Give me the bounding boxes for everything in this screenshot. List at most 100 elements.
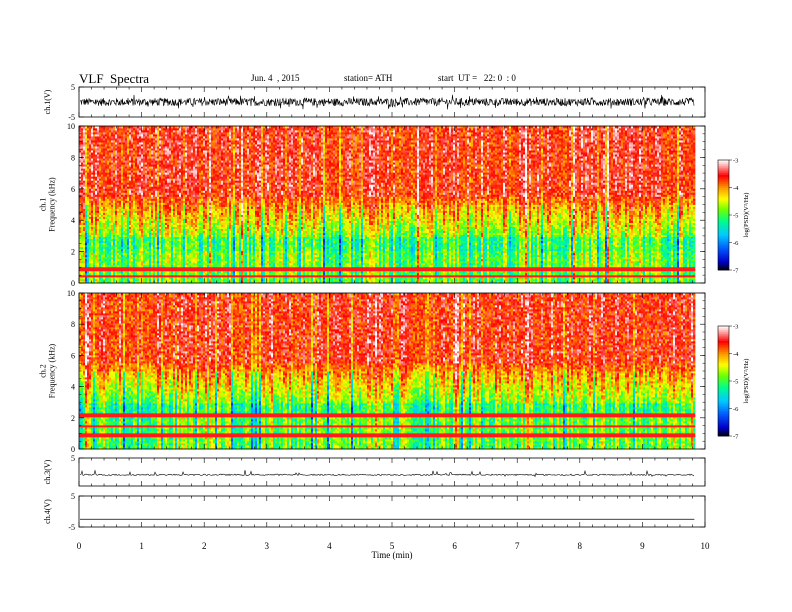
- spectrogram-cell: [115, 236, 118, 240]
- spectrogram-cell: [89, 216, 92, 219]
- spectrogram-cell: [109, 222, 112, 225]
- spectrogram-cell: [189, 262, 192, 266]
- spectrogram-cell: [145, 182, 148, 185]
- spectrogram-cell: [91, 152, 94, 155]
- spectrogram-cell: [101, 208, 104, 211]
- spectrogram-cell: [81, 152, 84, 155]
- spectrogram-cell: [109, 254, 112, 258]
- spectrogram-cell: [123, 204, 126, 207]
- spectrogram-cell: [185, 252, 188, 256]
- spectrogram-cell: [179, 278, 182, 282]
- spectrogram-cell: [129, 174, 132, 177]
- spectrogram-cell: [197, 126, 200, 129]
- spectrogram-cell: [185, 154, 188, 157]
- spectrogram-cell: [149, 128, 152, 131]
- spectrogram-cell: [147, 238, 150, 242]
- spectrogram-cell: [139, 202, 142, 205]
- spectrogram-cell: [137, 132, 140, 135]
- spectrogram-cell: [103, 182, 106, 185]
- spectrogram-cell: [135, 214, 138, 217]
- spectrogram-cell: [99, 214, 102, 217]
- spectrogram-cell: [161, 228, 164, 232]
- spectrogram-cell: [161, 128, 164, 131]
- spectrogram-cell: [101, 136, 104, 139]
- spectrogram-cell: [173, 126, 176, 129]
- spectrogram-cell: [123, 260, 126, 264]
- spectrogram-cell: [199, 258, 202, 262]
- spectrogram-cell: [135, 224, 138, 227]
- spectrogram-cell: [135, 232, 138, 236]
- spectrogram-cell: [185, 152, 188, 155]
- spectrogram-cell: [137, 150, 140, 153]
- spectrogram-cell: [197, 136, 200, 139]
- spectrogram-cell: [123, 168, 126, 171]
- spectrogram-cell: [153, 170, 156, 173]
- spectrogram-cell: [93, 164, 96, 167]
- spectrogram-cell: [187, 194, 190, 197]
- spectrogram-cell: [91, 178, 94, 181]
- spectrogram-cell: [85, 276, 88, 280]
- spectrogram-cell: [129, 128, 132, 131]
- y-tick-label: 5: [71, 83, 75, 92]
- spectrogram-cell: [135, 222, 138, 225]
- spectrogram-cell: [85, 160, 88, 163]
- spectrogram-cell: [175, 126, 178, 129]
- spectrogram-cell: [123, 222, 126, 225]
- spectrogram-cell: [191, 268, 194, 272]
- spectrogram-cell: [85, 224, 88, 227]
- spectrogram-cell: [181, 254, 184, 258]
- spectrogram-cell: [201, 274, 204, 278]
- spectrogram-cell: [195, 164, 198, 167]
- spectrogram-cell: [141, 140, 144, 143]
- spectrogram-cell: [87, 260, 90, 264]
- spectrogram-cell: [123, 190, 126, 193]
- spectrogram-cell: [123, 176, 126, 179]
- spectrogram-cell: [131, 152, 134, 155]
- spectrogram-cell: [91, 270, 94, 274]
- spectrogram-cell: [93, 252, 96, 256]
- spectrogram-cell: [129, 194, 132, 197]
- spectrogram-cell: [183, 258, 186, 262]
- spectrogram-cell: [153, 140, 156, 143]
- spectrogram-cell: [161, 244, 164, 248]
- spectrogram-cell: [117, 272, 120, 276]
- spectrogram-cell: [143, 238, 146, 242]
- spectrogram-cell: [121, 174, 124, 177]
- spectrogram-cell: [163, 250, 166, 254]
- spectrogram-cell: [135, 138, 138, 141]
- spectrogram-cell: [91, 228, 94, 232]
- spectrogram-cell: [151, 128, 154, 131]
- spectrogram-cell: [109, 156, 112, 159]
- spectrogram-cell: [147, 202, 150, 205]
- spectrogram-cell: [87, 156, 90, 159]
- spectrogram-cell: [93, 190, 96, 193]
- spectrogram-cell: [105, 236, 108, 240]
- spectrogram-cell: [185, 214, 188, 217]
- spectrogram-cell: [187, 190, 190, 193]
- spectrogram-cell: [83, 126, 86, 129]
- spectrogram-cell: [129, 156, 132, 159]
- spectrogram-cell: [81, 276, 84, 280]
- spectrogram-cell: [187, 216, 190, 219]
- spectrogram-cell: [125, 250, 128, 254]
- spectrogram-cell: [193, 218, 196, 221]
- spectrogram-cell: [145, 136, 148, 139]
- spectrogram-cell: [163, 244, 166, 248]
- spectrogram-cell: [81, 128, 84, 131]
- spectrogram-cell: [79, 142, 82, 145]
- spectrogram-cell: [111, 176, 114, 179]
- spectrogram-cell: [181, 212, 184, 215]
- spectrogram-cell: [189, 256, 192, 260]
- spectrogram-cell: [147, 146, 150, 149]
- spectrogram-cell: [121, 126, 124, 129]
- spectrogram-cell: [159, 136, 162, 139]
- spectrogram-cell: [131, 260, 134, 264]
- spectrogram-cell: [97, 170, 100, 173]
- spectrogram-cell: [129, 250, 132, 254]
- spectrogram-cell: [93, 278, 96, 282]
- spectrogram-cell: [111, 242, 114, 246]
- spectrogram-cell: [105, 226, 108, 229]
- spectrogram-cell: [127, 132, 130, 135]
- spectrogram-cell: [163, 222, 166, 225]
- spectrogram-cell: [125, 246, 128, 250]
